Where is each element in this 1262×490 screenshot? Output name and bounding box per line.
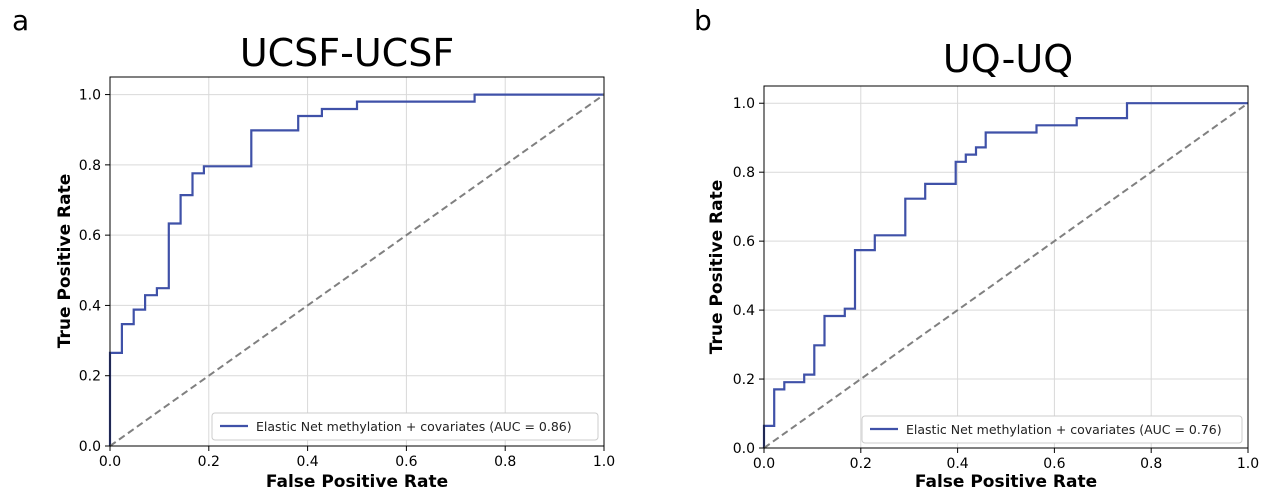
x-tick-label-b: 0.6	[1043, 456, 1065, 472]
panel-letter-b: b	[694, 4, 712, 37]
legend-box-b	[861, 415, 1243, 444]
x-tick-label-a: 0.8	[494, 454, 516, 470]
y-tick-label-a: 0.6	[79, 228, 101, 244]
legend-box-a	[211, 412, 599, 441]
x-tick-label-a: 1.0	[593, 454, 615, 470]
legend-b: Elastic Net methylation + covariates (AU…	[861, 415, 1243, 444]
y-tick-label-b: 0.8	[733, 165, 755, 181]
chance-diagonal-b	[763, 102, 1249, 449]
y-axis-label-a: True Positive Rate	[55, 174, 75, 348]
x-tick-label-a: 0.2	[198, 454, 220, 470]
x-tick-label-b: 0.2	[850, 456, 872, 472]
legend-a: Elastic Net methylation + covariates (AU…	[211, 412, 599, 441]
x-tick-label-b: 0.4	[946, 456, 968, 472]
y-tick-label-b: 0.2	[733, 372, 755, 388]
roc-curve-b	[762, 102, 1248, 448]
y-tick-label-a: 0.0	[79, 439, 101, 455]
y-axis-label-b: True Positive Rate	[707, 180, 727, 354]
y-tick-label-a: 0.8	[79, 158, 101, 174]
x-axis-label-a: False Positive Rate	[266, 472, 448, 490]
y-tick-label-b: 0.0	[733, 441, 755, 457]
y-tick-label-a: 0.2	[79, 369, 101, 385]
legend-entry-a: Elastic Net methylation + covariates (AU…	[256, 419, 572, 434]
grid-b	[763, 86, 1249, 449]
x-ticks-a: 0.0 0.2 0.4 0.6 0.8 1.0	[99, 446, 615, 470]
legend-entry-b: Elastic Net methylation + covariates (AU…	[906, 422, 1222, 437]
y-tick-label-a: 0.4	[79, 298, 101, 314]
grid-a	[109, 77, 605, 447]
y-tick-label-b: 0.6	[733, 234, 755, 250]
series-b	[762, 102, 1249, 449]
y-tick-label-a: 1.0	[79, 88, 101, 104]
plot-frame-a	[109, 76, 605, 447]
x-tick-label-b: 1.0	[1237, 456, 1259, 472]
chart-title-a: UCSF-UCSF	[240, 31, 454, 75]
x-axis-label-b: False Positive Rate	[915, 472, 1097, 490]
x-tick-label-b: 0.0	[753, 456, 775, 472]
plot-frame-b	[763, 85, 1249, 449]
y-ticks-a: 0.0 0.2 0.4 0.6 0.8 1.0	[79, 88, 110, 455]
chart-title-b: UQ-UQ	[943, 37, 1073, 81]
panel-a: a UCSF-UCSF 0.0 0.2 0.4 0.6 0.8 1.0 0.0 0.2 0.4…	[12, 4, 615, 490]
roc-curve-a	[108, 93, 604, 446]
x-tick-label-a: 0.6	[395, 454, 417, 470]
x-tick-label-a: 0.0	[99, 454, 121, 470]
y-ticks-b: 0.0 0.2 0.4 0.6 0.8 1.0	[733, 96, 764, 457]
chance-diagonal-a	[109, 93, 605, 447]
x-ticks-b: 0.0 0.2 0.4 0.6 0.8 1.0	[753, 448, 1259, 472]
x-tick-label-b: 0.8	[1140, 456, 1162, 472]
panel-b: b UQ-UQ 0.0 0.2 0.4 0.6 0.8 1.0 0.00.20.40.60…	[694, 4, 1259, 490]
x-tick-label-a: 0.4	[296, 454, 318, 470]
y-tick-label-b: 0.4	[733, 303, 755, 319]
series-a	[108, 93, 605, 447]
y-tick-label-b: 1.0	[733, 96, 755, 112]
panel-letter-a: a	[12, 4, 29, 37]
